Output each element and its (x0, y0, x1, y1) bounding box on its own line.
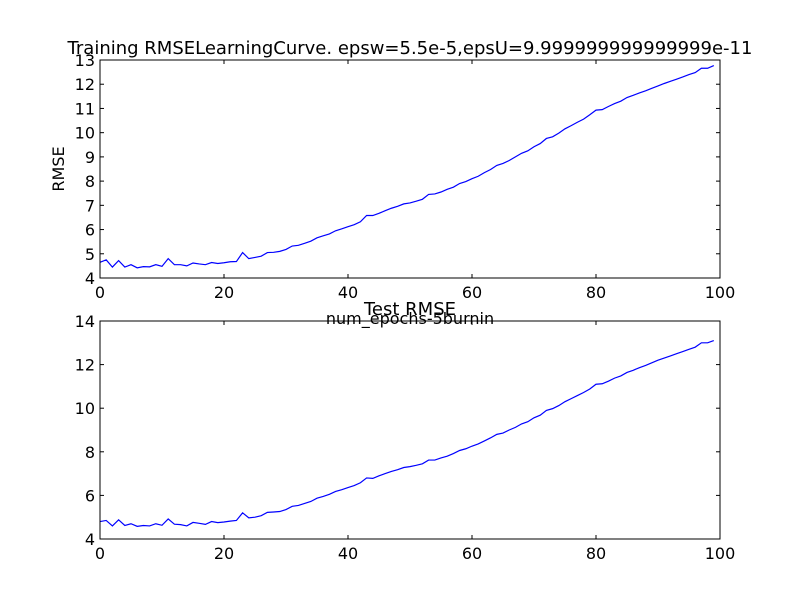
x-tick-label: 60 (462, 283, 482, 302)
x-tick-label: 80 (586, 544, 606, 563)
x-axis-label: num_epochs-5burnin (326, 309, 494, 329)
y-axis-label: RMSE (49, 146, 68, 191)
plot-frame (99, 320, 721, 540)
y-tick-label: 6 (85, 221, 95, 240)
y-tick-label: 10 (75, 124, 95, 143)
x-tick-label: 20 (214, 544, 234, 563)
y-tick-label: 8 (85, 172, 95, 191)
y-tick-label: 4 (85, 530, 95, 549)
y-tick-label: 14 (75, 312, 95, 331)
chart-title: Training RMSELearningCurve. epsw=5.5e-5,… (67, 38, 753, 59)
y-tick-label: 4 (85, 269, 95, 288)
x-tick-label: 60 (462, 544, 482, 563)
y-tick-label: 10 (75, 399, 95, 418)
plot-area: 0 20 40 60 80 100 4 5 6 7 8 9 10 11 12 13 (75, 51, 736, 302)
plot-area: 0 20 40 60 80 100 4 6 8 10 12 14 (75, 312, 736, 563)
series-line (99, 65, 715, 269)
x-tick-label: 0 (95, 544, 105, 563)
plot-frame (99, 59, 721, 279)
chart-title: Test RMSE (363, 299, 456, 320)
y-tick-label: 13 (75, 51, 95, 70)
y-tick-label: 9 (85, 148, 95, 167)
x-tick-label: 100 (705, 283, 736, 302)
y-tick-label: 6 (85, 486, 95, 505)
y-tick-label: 11 (75, 99, 95, 118)
y-tick-label: 8 (85, 443, 95, 462)
series-line (99, 340, 714, 527)
test-rmse-chart: Test RMSE 0 20 40 60 80 100 4 6 8 10 12 14 (75, 299, 736, 563)
y-tick-label: 12 (75, 75, 95, 94)
training-rmse-chart: Training RMSELearningCurve. epsw=5.5e-5,… (49, 38, 752, 329)
x-tick-label: 80 (586, 283, 606, 302)
x-tick-label: 40 (338, 544, 358, 563)
x-tick-label: 40 (338, 283, 358, 302)
y-tick-label: 5 (85, 245, 95, 264)
y-tick-label: 7 (85, 196, 95, 215)
x-tick-label: 100 (705, 544, 736, 563)
y-tick-label: 12 (75, 356, 95, 375)
x-tick-label: 0 (95, 283, 105, 302)
x-tick-label: 20 (214, 283, 234, 302)
